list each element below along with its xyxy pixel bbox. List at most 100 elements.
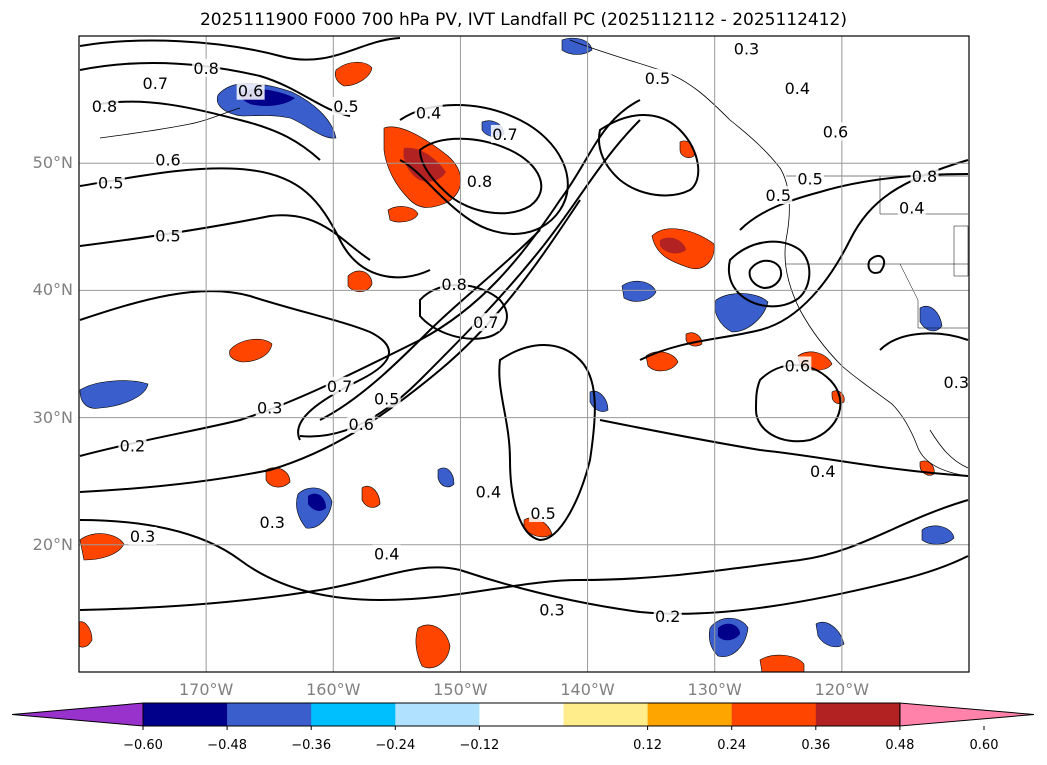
colorbar-tick-label: −0.60 bbox=[123, 738, 163, 753]
colorbar-tick-label: 0.12 bbox=[633, 738, 663, 753]
contour-label: 0.6 bbox=[238, 82, 263, 101]
contour-label: 0.3 bbox=[944, 373, 969, 392]
colorbar-tick-label: 0.36 bbox=[801, 738, 831, 753]
pv-negative-core bbox=[718, 623, 740, 641]
contour-label-bg bbox=[332, 96, 360, 115]
contour-label-bg bbox=[490, 124, 519, 143]
map-title: 2025111900 F000 700 hPa PV, IVT Landfall… bbox=[199, 10, 847, 30]
contour-label: 0.5 bbox=[155, 227, 180, 246]
contour-label-bg bbox=[414, 103, 443, 122]
lon-tick-label: 120°W bbox=[814, 680, 870, 699]
colorbar-segment bbox=[311, 703, 396, 726]
contour-label: 0.8 bbox=[193, 59, 218, 78]
contour-label-bg bbox=[537, 600, 566, 619]
contour-label: 0.5 bbox=[530, 504, 555, 523]
contour-label-bg bbox=[440, 275, 469, 294]
contour-label-layer: 0.80.7 0.60.80.60.50.50.5 0.40.70.80.80.70… bbox=[90, 39, 969, 626]
contour-label: 0.5 bbox=[333, 97, 358, 116]
colorbar-overflow-arrow bbox=[899, 702, 1035, 727]
contour-label-bg bbox=[154, 150, 182, 169]
contour-label-bg bbox=[942, 372, 969, 391]
colorbar-segment bbox=[647, 703, 733, 726]
contour-label-bg bbox=[347, 414, 376, 433]
lon-tick-label: 170°W bbox=[178, 680, 234, 699]
contour-label-bg bbox=[821, 122, 850, 141]
lon-tick-label: 140°W bbox=[560, 680, 615, 699]
contour-label: 0.4 bbox=[785, 79, 810, 98]
pv-negative-patch bbox=[561, 37, 593, 55]
lon-tick-label: 150°W bbox=[433, 680, 488, 699]
contour-label: 0.4 bbox=[374, 545, 399, 564]
contour-label: 0.2 bbox=[655, 607, 680, 626]
contour-label: 0.6 bbox=[823, 122, 848, 141]
contour-label-bg bbox=[471, 313, 500, 332]
contour-label: 0.7 bbox=[327, 377, 352, 396]
contour-label: 0.5 bbox=[98, 173, 123, 192]
contour-label-bg bbox=[154, 226, 182, 245]
contour-label: 0.5 bbox=[645, 69, 670, 88]
contour-label-bg bbox=[236, 81, 265, 100]
contour-label: 0.3 bbox=[130, 527, 155, 546]
colorbar-segment bbox=[563, 703, 649, 726]
colorbar-tick-label: 0.24 bbox=[717, 738, 747, 753]
contour-label-bg bbox=[529, 504, 558, 522]
pv-negative-patch bbox=[437, 467, 455, 488]
contour-label-bg bbox=[372, 389, 401, 408]
lat-tick-label: 40°N bbox=[32, 280, 73, 300]
pv-positive-core bbox=[660, 237, 686, 254]
colorbar-segment bbox=[227, 703, 312, 726]
contour-label: 0.5 bbox=[766, 186, 791, 205]
pv-negative-patch bbox=[79, 380, 149, 409]
colorbar-tick-label: −0.36 bbox=[291, 738, 332, 753]
colorbar-segment bbox=[395, 703, 480, 726]
pv-positive-patch bbox=[229, 338, 273, 363]
contour-label: 0.5 bbox=[374, 390, 399, 409]
lat-tick-label: 50°N bbox=[32, 153, 73, 173]
pv-positive-patch bbox=[387, 206, 419, 223]
pv-positive-patch bbox=[759, 654, 805, 672]
contour-label-bg bbox=[897, 198, 926, 217]
pv-positive-patch bbox=[347, 270, 373, 293]
pv-positive-patch bbox=[79, 533, 125, 561]
contour-label-bg bbox=[372, 544, 401, 563]
contour-label: 0.3 bbox=[260, 513, 285, 532]
pv-negative-patch bbox=[919, 306, 943, 332]
contour-label-bg bbox=[783, 79, 812, 98]
contour-label: 0.3 bbox=[539, 601, 564, 620]
lon-tick-label: 160°W bbox=[306, 680, 361, 699]
contour-label-bg bbox=[325, 376, 354, 395]
colorbar-tick-label: −0.48 bbox=[207, 738, 248, 753]
colorbar-segment bbox=[479, 703, 564, 726]
contour-label: 0.6 bbox=[785, 356, 810, 375]
contour-label-bg bbox=[118, 436, 147, 455]
contour-label: 0.4 bbox=[416, 103, 441, 122]
colorbar-underflow-arrow bbox=[11, 702, 144, 727]
contour-label-bg bbox=[465, 172, 494, 191]
contour-label: 0.8 bbox=[912, 167, 937, 186]
colorbar-tick-label: 0.48 bbox=[885, 738, 915, 753]
contour-label-bg bbox=[910, 166, 939, 185]
contour-label: 0.8 bbox=[467, 172, 492, 191]
contour-label-bg bbox=[96, 173, 125, 192]
pv-negative-core bbox=[308, 493, 326, 511]
contour-label-bg bbox=[643, 68, 672, 87]
contour-label: 0.3 bbox=[734, 40, 759, 59]
contour-label: 0.8 bbox=[441, 275, 466, 294]
map-panel[interactable]: 0.80.7 0.60.80.60.50.50.5 0.40.70.80.80.70… bbox=[78, 35, 970, 673]
contour-label-bg bbox=[474, 482, 503, 501]
lat-tick-label: 20°N bbox=[32, 534, 73, 554]
contour-label: 0.7 bbox=[473, 313, 498, 332]
graticule bbox=[79, 36, 969, 672]
colorbar-segment bbox=[815, 703, 901, 726]
contour-label: 0.4 bbox=[476, 482, 501, 501]
pv-negative-patch bbox=[921, 525, 955, 545]
contour-label-bg bbox=[808, 462, 837, 481]
contour-label-bg bbox=[783, 356, 812, 375]
contour-label: 0.2 bbox=[120, 437, 145, 456]
colorbar bbox=[11, 702, 1035, 730]
colorbar-tick-label: −0.12 bbox=[459, 738, 500, 753]
contour-label-bg bbox=[764, 186, 793, 204]
pv-negative-patch bbox=[621, 280, 657, 302]
colorbar-outline bbox=[142, 702, 901, 727]
